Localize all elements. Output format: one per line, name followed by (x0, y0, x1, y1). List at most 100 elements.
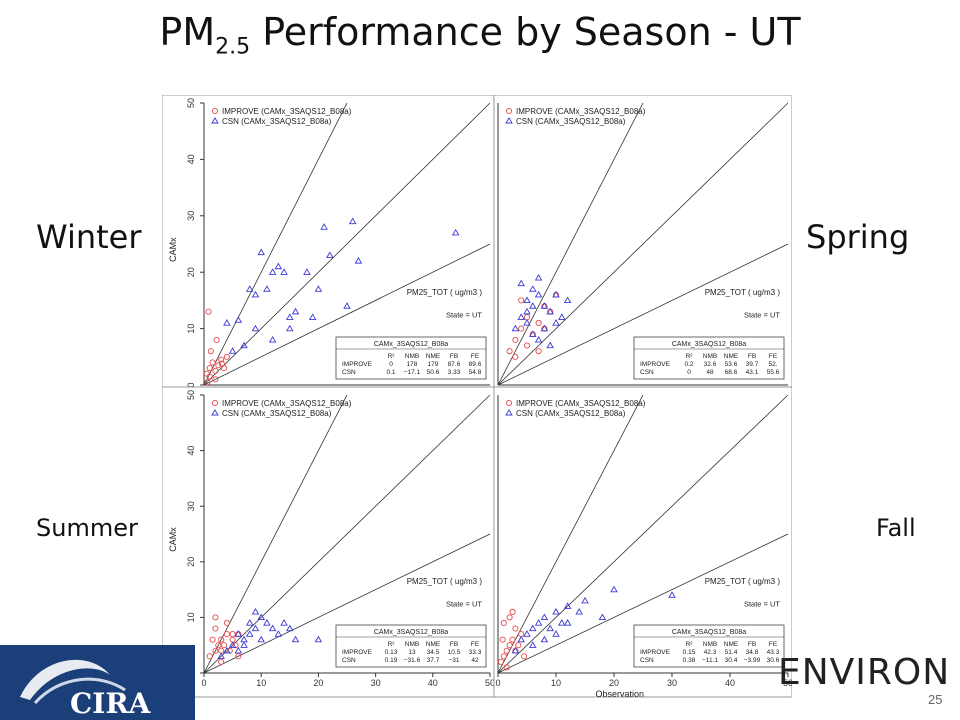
stats-value-cell: 13 (408, 649, 416, 656)
stats-value-cell: 89.6 (469, 361, 482, 368)
panel-summer: 0102030405001020304050CAMxIMPROVE (CAMx_… (162, 386, 495, 698)
stats-box (335, 624, 487, 668)
stats-value-cell: 87.6 (448, 361, 461, 368)
data-point-csn (552, 630, 560, 637)
ratio-line-2-1 (498, 395, 644, 673)
data-point-csn (268, 624, 277, 632)
season-label-fall: Fall (876, 514, 916, 542)
stats-value-cell: −17.1 (404, 369, 421, 376)
stats-header-cell: NME (724, 353, 739, 360)
data-point-improve (535, 348, 542, 355)
stats-value-cell: 68.6 (725, 369, 738, 376)
data-point-improve (209, 636, 216, 643)
legend-label-improve: IMPROVE (CAMx_3SAQS12_B08a) (222, 399, 352, 408)
data-point-improve (500, 619, 507, 627)
data-point-csn (303, 268, 311, 275)
data-point-improve (512, 336, 519, 343)
data-point-csn (280, 619, 288, 626)
stats-value-cell: 0 (389, 361, 393, 368)
legend-label-improve: IMPROVE (CAMx_3SAQS12_B08a) (516, 399, 646, 408)
data-point-improve (518, 297, 525, 304)
data-point-csn (245, 619, 254, 626)
stats-value-cell: 42.3 (704, 649, 717, 656)
data-point-improve (499, 636, 506, 643)
data-point-csn (598, 613, 607, 621)
data-point-csn (517, 313, 525, 320)
data-point-csn (563, 602, 572, 609)
data-point-csn (546, 307, 554, 315)
data-point-improve (209, 359, 216, 366)
data-point-improve (212, 614, 219, 621)
data-point-csn (348, 217, 357, 225)
data-point-csn (529, 330, 537, 337)
x-tick-label: 10 (256, 678, 266, 688)
data-point-improve (215, 362, 222, 369)
data-point-csn (610, 585, 618, 593)
data-point-csn (451, 228, 460, 236)
page-number: 25 (928, 692, 943, 707)
data-point-csn (314, 285, 323, 292)
species-label: PM25_TOT ( ug/m3 ) (705, 288, 781, 297)
data-point-improve (512, 625, 519, 632)
data-point-improve (215, 642, 222, 649)
state-label: State = UT (744, 599, 780, 608)
data-point-csn (523, 307, 531, 315)
data-point-improve (212, 376, 219, 383)
cira-logo-text: CIRA (70, 687, 152, 720)
data-point-improve (509, 608, 516, 615)
stats-network-label: CSN (342, 657, 356, 664)
data-point-csn (354, 257, 363, 264)
season-label-spring: Spring (806, 218, 910, 256)
data-point-improve (218, 636, 225, 643)
data-point-csn (223, 319, 231, 326)
legend-label-csn: CSN (CAMx_3SAQS12_B08a) (516, 117, 626, 126)
y-tick-label: 40 (186, 154, 196, 164)
stats-network-label: IMPROVE (342, 361, 373, 368)
ratio-line-2-1 (498, 103, 644, 385)
data-point-csn (286, 313, 294, 320)
stats-value-cell: 30.4 (725, 657, 738, 664)
data-point-improve (515, 642, 522, 649)
data-point-csn (251, 324, 260, 332)
x-tick-label: 20 (609, 678, 619, 688)
y-tick-label: 30 (186, 501, 196, 511)
data-point-csn (257, 248, 265, 256)
stats-title: CAMx_3SAQS12_B08a (672, 629, 746, 636)
data-point-csn (563, 296, 572, 304)
reference-lines (498, 103, 788, 385)
data-point-csn (534, 273, 543, 281)
title-subscript: 2.5 (215, 34, 251, 60)
data-point-improve (509, 636, 516, 643)
y-tick-label: 50 (186, 390, 196, 400)
ratio-line-1-2 (498, 243, 788, 385)
data-point-csn (517, 279, 525, 287)
x-tick-label: 40 (725, 678, 735, 688)
stats-value-cell: 48 (706, 369, 714, 376)
data-point-improve (503, 664, 510, 671)
data-point-improve (206, 365, 213, 372)
data-point-csn (314, 635, 323, 643)
data-point-improve (218, 356, 225, 363)
season-label-winter: Winter (36, 218, 142, 256)
panel-spring: IMPROVE (CAMx_3SAQS12_B08a)CSN (CAMx_3SA… (493, 95, 792, 388)
legend-marker-csn (505, 409, 513, 416)
stats-title: CAMx_3SAQS12_B08a (374, 341, 448, 348)
stats-value-cell: 42 (471, 657, 479, 664)
data-point-csn (529, 624, 537, 632)
data-point-csn (228, 347, 237, 354)
stats-header-cell: R² (686, 353, 694, 360)
stats-value-cell: 0.2 (684, 361, 693, 368)
data-point-csn (274, 630, 283, 637)
data-point-csn (257, 613, 265, 621)
ratio-line-1-1 (204, 395, 490, 673)
data-point-improve (206, 373, 213, 380)
ratio-line-1-2 (204, 533, 490, 673)
stats-value-cell: 33.3 (469, 649, 482, 656)
x-tick-label: 40 (428, 678, 438, 688)
stats-header-cell: R² (388, 641, 396, 648)
data-point-csn (343, 302, 351, 309)
legend-marker-csn (211, 117, 219, 124)
data-point-csn (291, 307, 300, 315)
data-point-improve (512, 353, 519, 360)
stats-value-cell: 43.1 (746, 369, 759, 376)
